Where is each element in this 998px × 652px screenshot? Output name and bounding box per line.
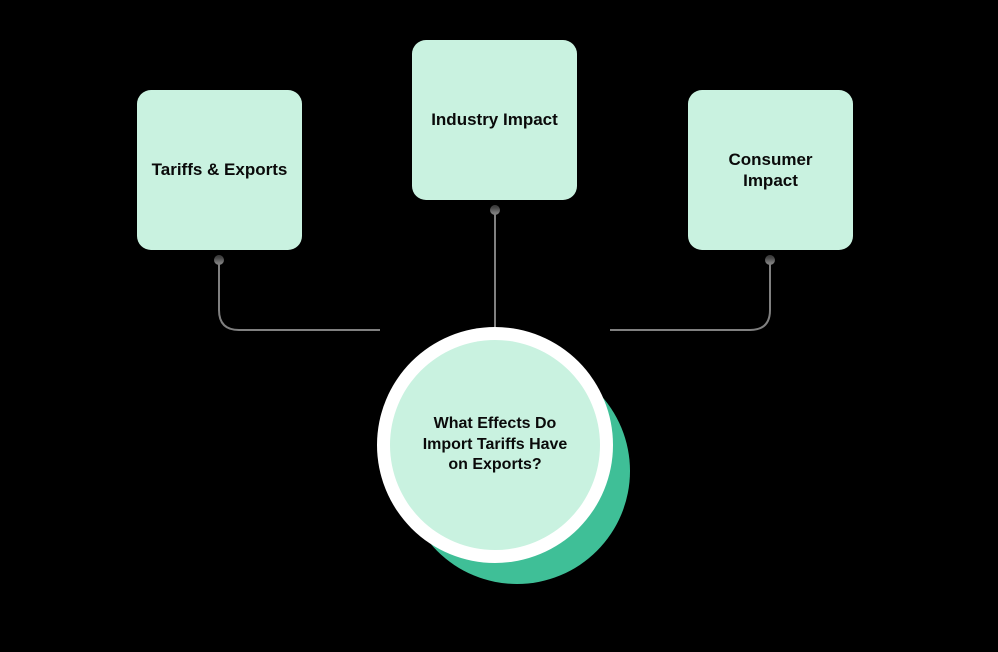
diagram-canvas: Tariffs & Exports Industry Impact Consum… [0,0,998,652]
card-label: Tariffs & Exports [152,159,288,180]
card-label: Consumer Impact [700,149,841,192]
card-consumer-impact: Consumer Impact [688,90,853,250]
card-label: Industry Impact [431,109,558,130]
connector-tariffs-exports [219,260,380,330]
central-label: What Effects Do Import Tariffs Have on E… [420,414,570,476]
central-circle: What Effects Do Import Tariffs Have on E… [390,340,600,550]
central-node: What Effects Do Import Tariffs Have on E… [377,327,613,563]
connector-consumer-impact [610,260,770,330]
card-tariffs-exports: Tariffs & Exports [137,90,302,250]
card-industry-impact: Industry Impact [412,40,577,200]
